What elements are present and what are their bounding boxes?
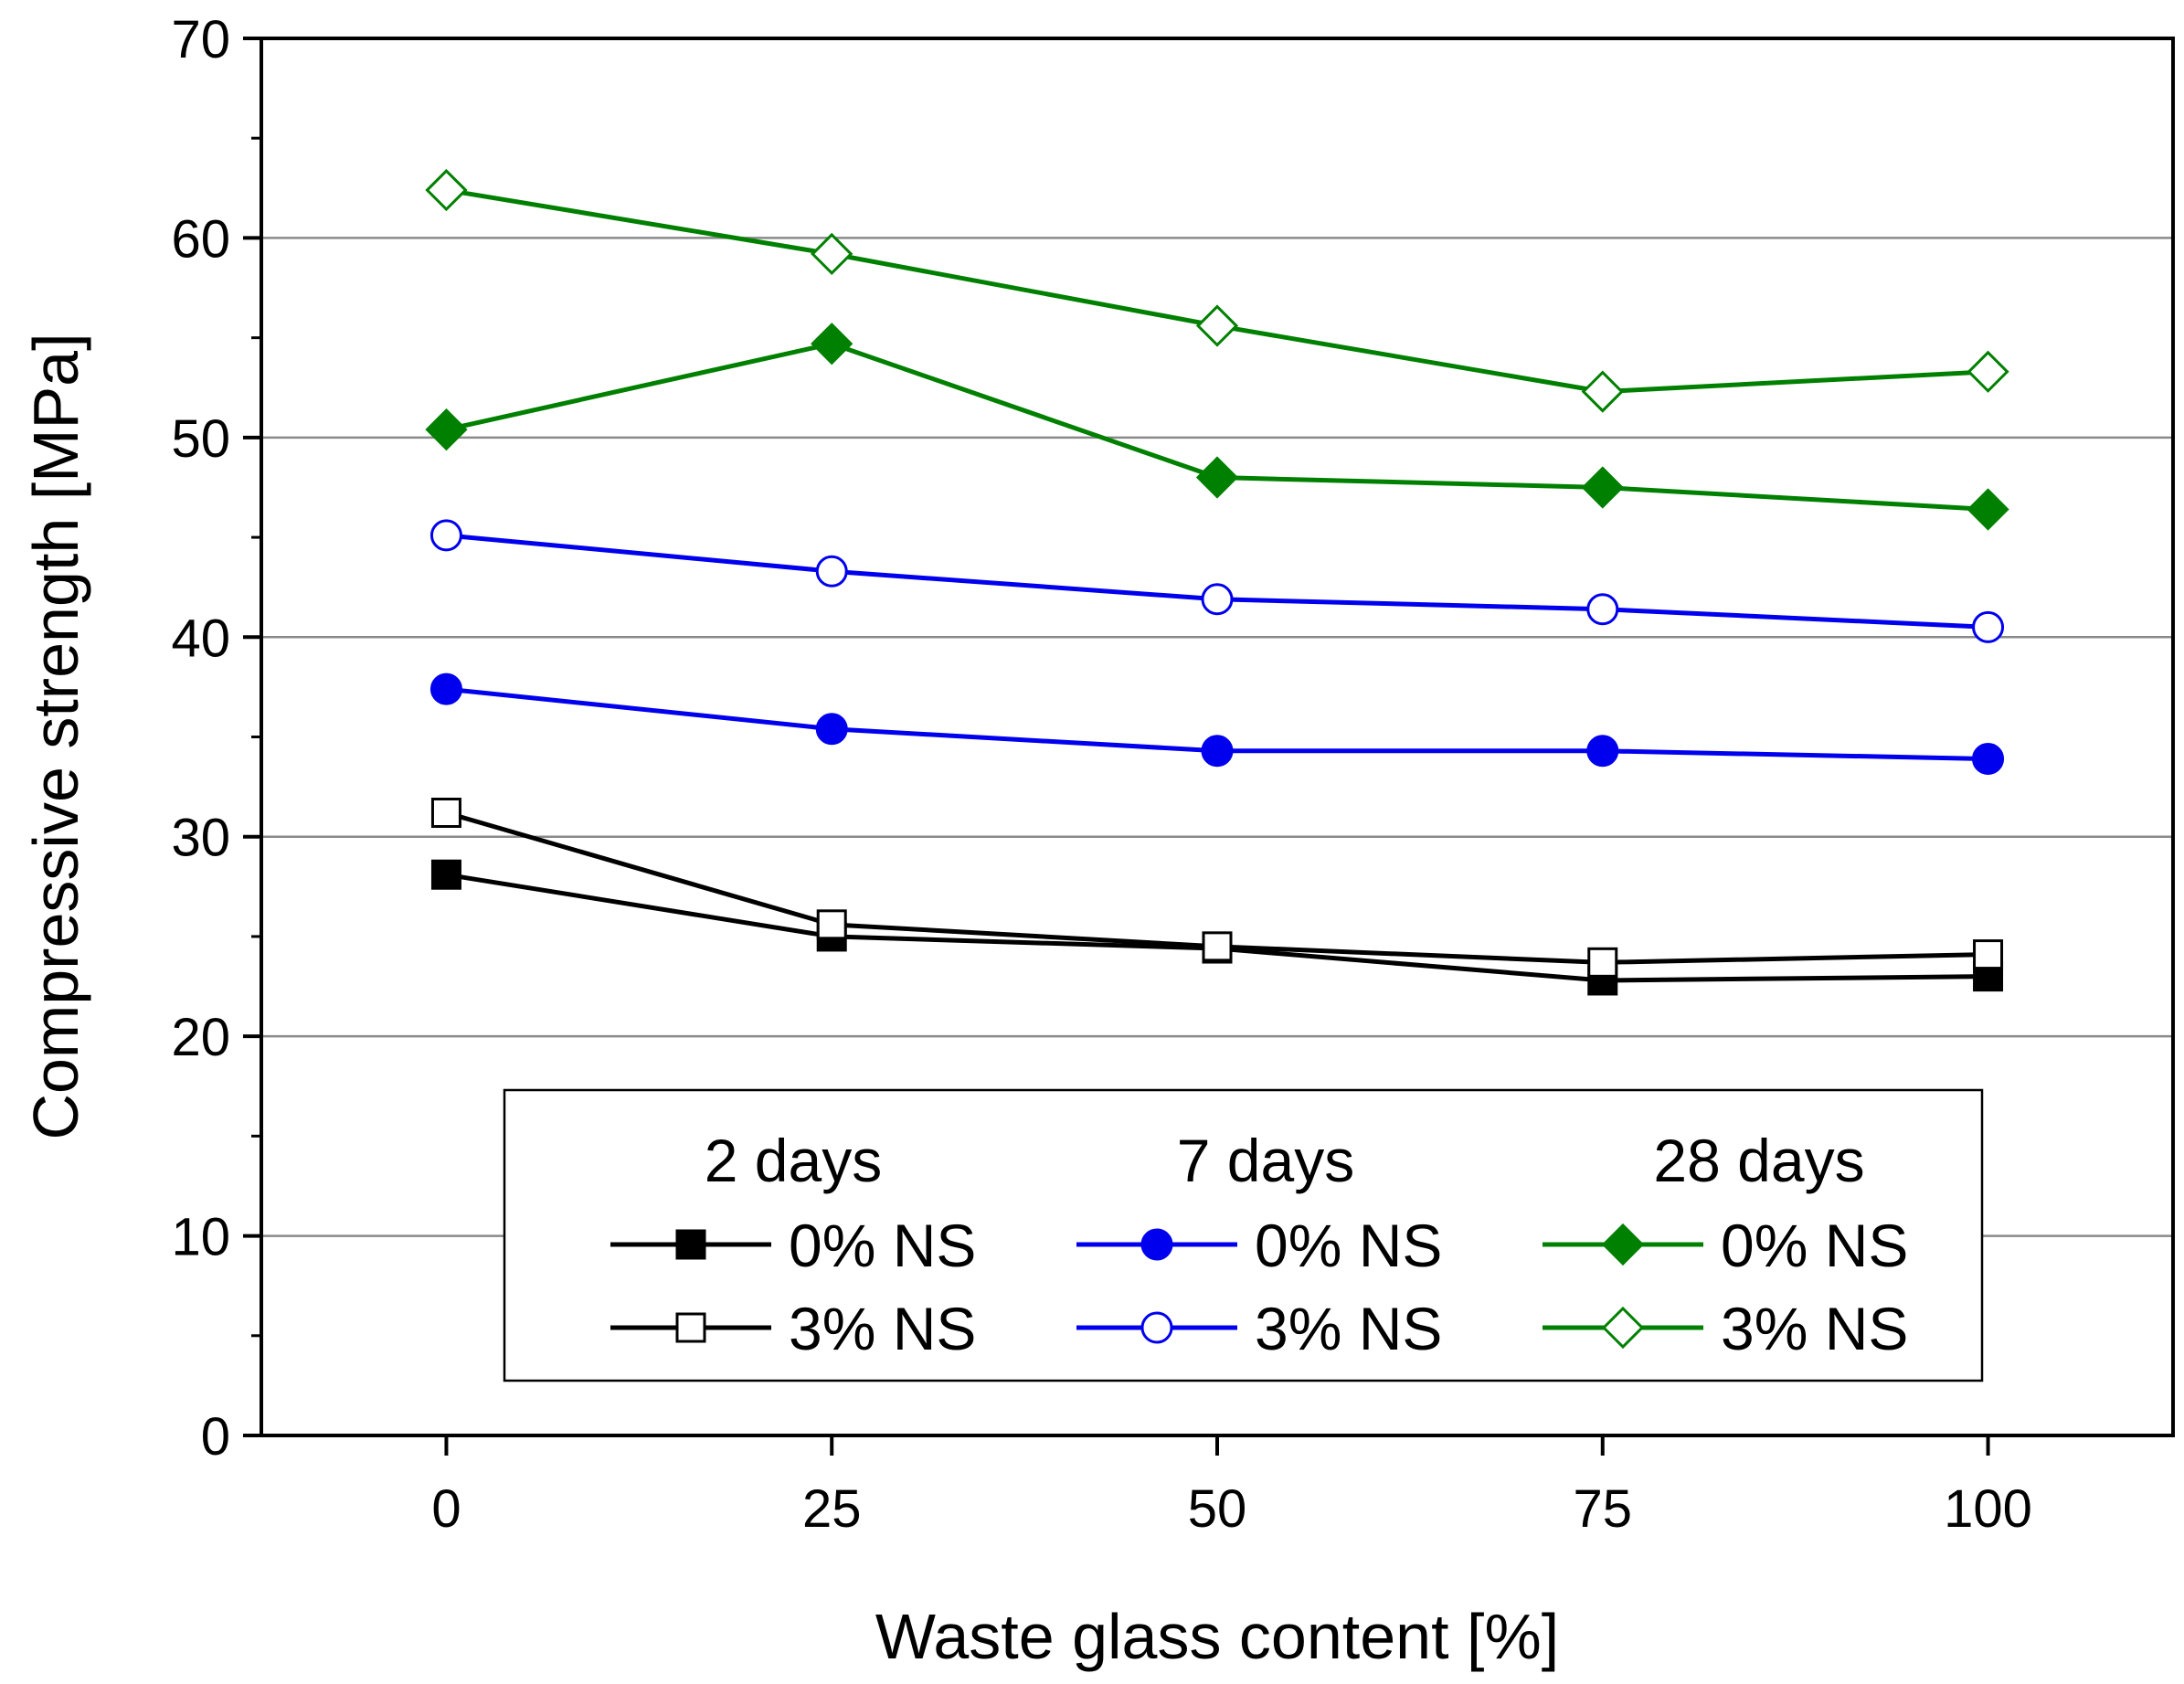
data-point bbox=[1586, 735, 1619, 768]
data-point bbox=[1972, 610, 2005, 643]
series-2-days-0-ns bbox=[430, 859, 2004, 996]
series-2-days-3-ns bbox=[430, 798, 2004, 978]
legend-marker bbox=[1601, 1306, 1645, 1350]
legend-label: 0% NS bbox=[1721, 1212, 1908, 1279]
x-axis-title: Waste glass content [%] bbox=[875, 1601, 1559, 1672]
legend-marker bbox=[675, 1312, 706, 1343]
legend-marker bbox=[1140, 1311, 1173, 1344]
data-point bbox=[1967, 350, 2009, 393]
data-point bbox=[815, 555, 848, 588]
data-point bbox=[1587, 947, 1618, 978]
series-28-days-0-ns bbox=[425, 323, 2009, 531]
data-point bbox=[815, 713, 848, 746]
y-tick-label-10: 10 bbox=[171, 1208, 230, 1267]
x-tick-label-50: 50 bbox=[1188, 1479, 1247, 1539]
data-point bbox=[425, 408, 468, 451]
series-7-days-0-ns bbox=[429, 673, 2005, 776]
data-point bbox=[1201, 735, 1234, 768]
data-point bbox=[1973, 939, 2004, 970]
legend-title-2: 28 days bbox=[1653, 1127, 1864, 1194]
legend-marker bbox=[675, 1229, 706, 1260]
y-tick-label-50: 50 bbox=[171, 409, 230, 469]
data-point bbox=[811, 323, 853, 365]
series-lines bbox=[425, 168, 2009, 996]
legend-marker bbox=[1601, 1223, 1645, 1266]
data-point bbox=[1967, 488, 2009, 531]
series-line bbox=[446, 187, 1988, 395]
x-tick-label-75: 75 bbox=[1574, 1479, 1633, 1539]
legend-label: 0% NS bbox=[789, 1212, 976, 1279]
legend-box bbox=[503, 1088, 1984, 1382]
legend-label: 0% NS bbox=[1255, 1212, 1442, 1279]
data-point bbox=[1195, 456, 1239, 499]
legend-title-1: 7 days bbox=[1177, 1127, 1354, 1194]
y-axis-title: Compressive strength [MPa] bbox=[20, 333, 91, 1139]
data-point bbox=[1972, 743, 2005, 776]
data-point bbox=[429, 519, 462, 552]
data-point bbox=[1581, 466, 1624, 509]
data-point bbox=[1586, 593, 1619, 626]
y-tick-label-30: 30 bbox=[171, 809, 230, 868]
axes: 0 10 20 30 40 50 60 70 0 25 50 75 100 bbox=[171, 10, 2031, 1539]
legend-title-0: 2 days bbox=[705, 1127, 882, 1194]
data-point bbox=[1195, 304, 1239, 347]
x-tick-label-25: 25 bbox=[802, 1479, 862, 1539]
data-point bbox=[1201, 583, 1234, 616]
data-point bbox=[430, 798, 461, 829]
legend-label: 3% NS bbox=[1721, 1295, 1908, 1362]
x-tick-label-0: 0 bbox=[431, 1479, 461, 1539]
legend-label: 3% NS bbox=[789, 1295, 976, 1362]
x-tick-label-100: 100 bbox=[1944, 1479, 2032, 1539]
y-tick-label-60: 60 bbox=[171, 209, 230, 269]
series-28-days-3-ns bbox=[425, 168, 2009, 413]
legend-label: 3% NS bbox=[1255, 1295, 1442, 1362]
legend: 2 days 0% NS 3% NS 7 days 0% NS 3% NS 28 days 0… bbox=[503, 1088, 1984, 1382]
data-point bbox=[1581, 370, 1624, 413]
y-tick-label-0: 0 bbox=[201, 1407, 230, 1467]
data-point bbox=[811, 232, 853, 276]
y-tick-label-40: 40 bbox=[171, 609, 230, 668]
series-7-days-3-ns bbox=[429, 519, 2005, 643]
legend-marker bbox=[1140, 1228, 1173, 1261]
data-point bbox=[430, 859, 461, 890]
data-point bbox=[1202, 931, 1233, 962]
data-point bbox=[425, 168, 468, 212]
data-point bbox=[429, 673, 462, 705]
series-line bbox=[446, 872, 1988, 983]
y-tick-label-70: 70 bbox=[171, 10, 230, 69]
data-point bbox=[816, 909, 847, 940]
y-tick-label-20: 20 bbox=[171, 1008, 230, 1067]
